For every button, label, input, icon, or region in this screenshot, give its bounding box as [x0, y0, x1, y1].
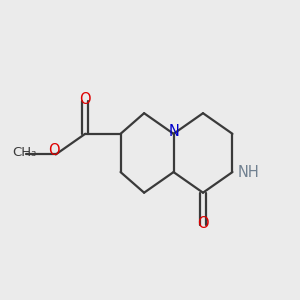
Text: O: O: [80, 92, 91, 107]
Text: O: O: [197, 216, 209, 231]
Text: NH: NH: [238, 165, 260, 180]
Text: N: N: [169, 124, 180, 139]
Text: CH₃: CH₃: [12, 146, 36, 159]
Text: O: O: [49, 143, 60, 158]
